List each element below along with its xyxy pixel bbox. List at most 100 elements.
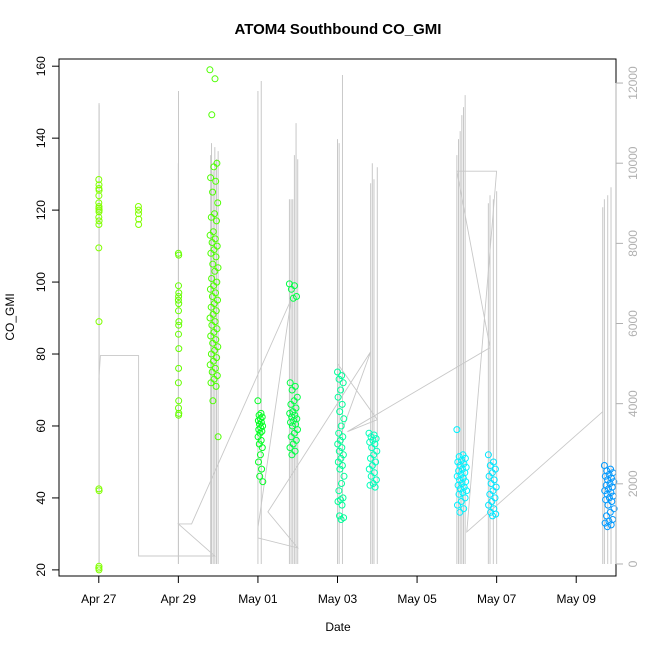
data-point — [601, 519, 609, 527]
data-point — [605, 494, 613, 502]
data-point — [460, 505, 468, 513]
data-point — [95, 318, 103, 326]
data-point — [603, 523, 611, 531]
data-point — [337, 516, 345, 523]
x-tick-label: May 01 — [238, 592, 278, 606]
data-point — [338, 400, 346, 408]
data-point — [607, 521, 615, 529]
data-point — [289, 294, 297, 302]
data-point — [453, 426, 461, 434]
data-point — [334, 440, 342, 448]
data-point — [211, 75, 219, 83]
data-point — [175, 411, 183, 419]
data-point — [608, 498, 616, 505]
x-tick-label: Apr 27 — [81, 592, 117, 606]
data-point — [453, 472, 461, 480]
data-point — [287, 400, 295, 408]
data-point — [336, 465, 344, 473]
x-tick-label: May 03 — [318, 592, 358, 606]
data-point — [95, 192, 103, 200]
data-point — [135, 221, 143, 228]
data-point — [610, 505, 618, 513]
y2-tick-label: 12000 — [626, 66, 640, 100]
data-point — [175, 282, 182, 290]
data-point — [340, 472, 348, 480]
data-point — [95, 181, 103, 189]
data-point — [601, 487, 609, 495]
data-point — [95, 186, 103, 194]
x-tick-label: May 05 — [397, 592, 437, 606]
y-axis-label: CO_GMI — [3, 293, 17, 340]
data-point — [484, 451, 492, 459]
data-point — [135, 215, 143, 223]
x-tick-label: Apr 29 — [161, 592, 197, 606]
data-point — [175, 251, 183, 259]
data-point — [371, 483, 379, 491]
data-point — [335, 487, 343, 495]
data-point — [259, 478, 267, 486]
y2-tick-label: 6000 — [626, 310, 640, 337]
data-point — [288, 451, 296, 459]
data-point — [454, 501, 461, 509]
data-point — [486, 490, 494, 498]
data-point — [256, 472, 264, 480]
data-point — [175, 318, 183, 326]
data-point — [604, 501, 612, 509]
data-point — [258, 427, 266, 435]
data-point — [455, 490, 463, 498]
y-tick-label: 140 — [34, 128, 48, 148]
data-point — [339, 379, 347, 387]
data-point — [254, 397, 262, 405]
data-point — [334, 393, 342, 401]
y-tick-label: 60 — [34, 419, 48, 433]
data-point — [174, 379, 182, 387]
data-point — [288, 386, 296, 394]
data-point — [287, 433, 295, 441]
data-point — [206, 231, 214, 239]
data-point — [175, 289, 183, 297]
x-axis-label: Date — [325, 620, 351, 634]
data-point — [456, 508, 464, 516]
data-point — [336, 408, 344, 416]
data-point — [135, 210, 142, 218]
data-point — [489, 512, 496, 520]
data-point — [334, 458, 342, 466]
y2-tick-label: 2000 — [626, 470, 640, 497]
data-point — [461, 494, 469, 502]
y-tick-label: 20 — [34, 563, 48, 577]
data-point — [175, 300, 183, 308]
data-point — [208, 368, 216, 376]
data-point — [367, 472, 375, 480]
data-point — [209, 339, 217, 347]
data-point — [207, 379, 215, 387]
data-point — [463, 487, 471, 495]
data-point — [207, 174, 215, 182]
data-point — [257, 409, 265, 417]
data-point — [95, 566, 103, 574]
data-point — [213, 217, 220, 225]
data-point — [214, 433, 222, 441]
data-point — [334, 368, 341, 376]
data-point — [206, 314, 214, 322]
data-point — [175, 364, 183, 372]
data-point — [337, 422, 345, 430]
data-point — [95, 176, 103, 183]
data-point — [174, 296, 182, 304]
data-point — [365, 465, 373, 473]
data-point — [256, 429, 264, 437]
data-point — [175, 321, 183, 329]
data-point — [175, 404, 182, 412]
data-point — [257, 424, 265, 432]
data-point — [485, 472, 493, 480]
y-tick-label: 120 — [34, 200, 48, 220]
data-point — [175, 293, 183, 300]
data-point — [334, 498, 342, 505]
data-point — [256, 415, 264, 423]
y-tick-label: 100 — [34, 272, 48, 292]
data-point — [454, 481, 462, 489]
data-point — [95, 213, 103, 221]
data-point — [257, 436, 265, 444]
y2-tick-label: 10000 — [626, 146, 640, 180]
y2-tick-label: 8000 — [626, 230, 640, 257]
